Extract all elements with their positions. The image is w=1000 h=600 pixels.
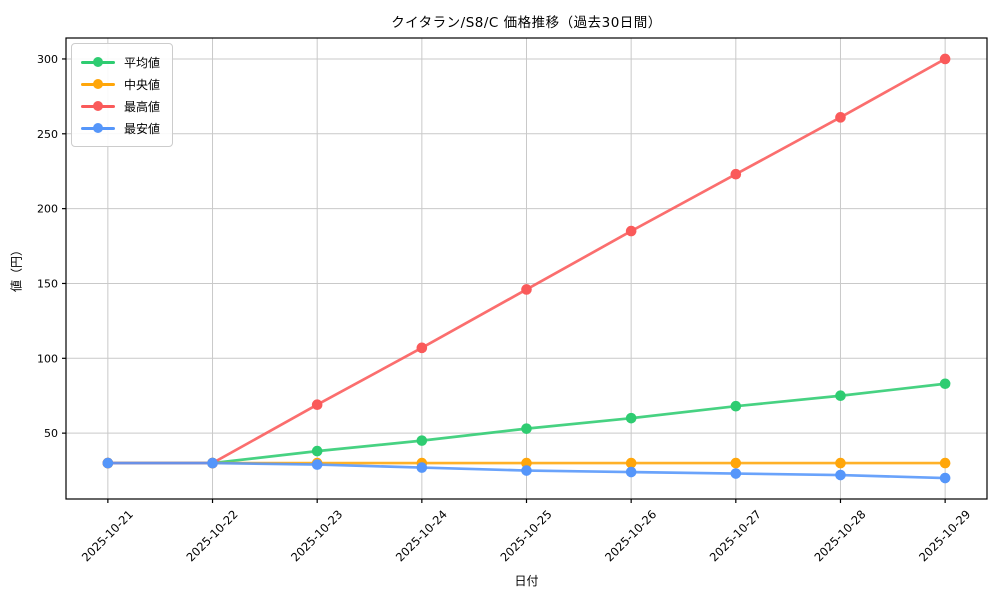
data-point [835, 112, 846, 123]
data-point [939, 53, 951, 65]
y-tick-label: 100 [37, 352, 58, 365]
legend-item: 平均値 [81, 51, 160, 73]
data-point [939, 472, 951, 484]
x-tick-label: 2025-10-28 [811, 507, 868, 564]
legend-dot-icon [93, 101, 103, 111]
legend-item: 最安値 [81, 117, 160, 139]
data-point [207, 457, 218, 469]
x-tick-label: 2025-10-23 [288, 507, 345, 564]
data-point [521, 457, 532, 469]
legend-dot-icon [93, 79, 103, 89]
legend-marker-icon [81, 78, 115, 90]
chart-title: クイタラン/S8/C 価格推移（過去30日間） [391, 15, 662, 31]
legend-marker-icon [81, 122, 115, 134]
legend-label: 最安値 [124, 121, 161, 136]
data-point [730, 468, 742, 479]
data-point [521, 465, 532, 476]
legend-dot-icon [93, 123, 103, 133]
x-tick-label: 2025-10-22 [183, 507, 240, 564]
legend-item: 中央値 [81, 73, 160, 95]
data-point [835, 457, 846, 469]
y-tick-label: 200 [37, 203, 58, 216]
data-point [730, 457, 742, 469]
y-axis-label: 値（円） [9, 243, 24, 293]
legend-dot-icon [93, 57, 103, 67]
x-tick-label: 2025-10-24 [393, 507, 450, 564]
legend-label: 平均値 [124, 55, 161, 70]
x-tick-label: 2025-10-27 [707, 507, 764, 564]
legend-marker-icon [81, 100, 115, 112]
x-axis-label: 日付 [514, 574, 539, 588]
data-point [625, 466, 637, 478]
legend-item: 最高値 [81, 95, 160, 117]
x-tick-label: 2025-10-29 [916, 507, 973, 564]
data-point [521, 423, 532, 434]
legend-marker-icon [81, 56, 115, 68]
data-point [730, 400, 742, 412]
data-point [416, 435, 428, 446]
y-tick-label: 50 [44, 427, 58, 440]
data-point [311, 459, 323, 470]
y-tick-label: 150 [37, 277, 58, 290]
data-point [730, 168, 742, 180]
data-point [939, 378, 951, 390]
data-point [625, 457, 637, 469]
y-tick-label: 250 [37, 128, 58, 141]
data-point [311, 445, 323, 457]
data-point [939, 457, 951, 469]
data-point [416, 342, 428, 354]
x-tick-label: 2025-10-26 [602, 507, 659, 564]
data-point [625, 225, 637, 237]
y-tick-label: 300 [37, 53, 58, 66]
data-point [521, 284, 532, 295]
x-tick-label: 2025-10-21 [79, 507, 136, 564]
data-point [416, 462, 428, 473]
chart-legend: 平均値中央値最高値最安値 [71, 43, 174, 147]
data-point [102, 457, 114, 469]
data-point [835, 469, 846, 481]
legend-label: 最高値 [124, 99, 161, 114]
x-tick-label: 2025-10-25 [497, 507, 554, 564]
data-point [311, 399, 323, 411]
data-point [835, 390, 846, 402]
legend-label: 中央値 [124, 77, 161, 92]
data-point [625, 412, 637, 424]
